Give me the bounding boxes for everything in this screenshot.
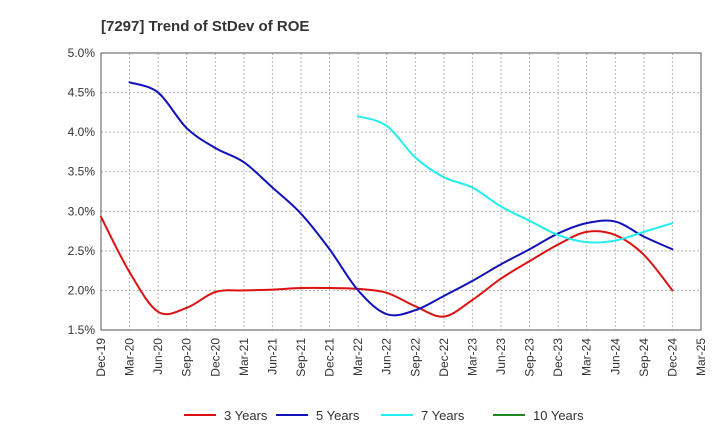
legend-item-5-years: 5 Years — [276, 408, 360, 423]
plot-border — [100, 52, 702, 331]
x-tick-label: Jun-24 — [608, 338, 622, 375]
x-tick-label: Mar-21 — [237, 338, 251, 376]
x-tick-label: Dec-20 — [208, 338, 222, 377]
chart-title: [7297] Trend of StDev of ROE — [101, 18, 309, 35]
y-tick-label: 4.0% — [68, 125, 96, 139]
legend-label: 10 Years — [533, 408, 584, 423]
legend-label: 3 Years — [224, 408, 268, 423]
x-tick-label: Jun-21 — [265, 338, 279, 375]
grid — [101, 53, 701, 330]
x-tick-label: Dec-21 — [323, 338, 337, 377]
y-tick-label: 5.0% — [68, 46, 96, 60]
series-5-years — [128, 81, 674, 317]
x-tick-label: Sep-23 — [523, 338, 537, 377]
x-tick-label: Dec-22 — [437, 338, 451, 377]
legend-item-10-years: 10 Years — [493, 408, 584, 423]
y-tick-label: 1.5% — [68, 323, 96, 337]
legend-label: 5 Years — [316, 408, 360, 423]
y-tick-label: 3.5% — [68, 165, 96, 179]
x-tick-label: Mar-23 — [465, 338, 479, 376]
x-tick-label: Jun-23 — [494, 338, 508, 375]
y-tick-label: 2.5% — [68, 244, 96, 258]
x-tick-label: Dec-24 — [665, 338, 679, 377]
series-3-years — [100, 215, 674, 318]
y-tick-label: 2.0% — [68, 283, 96, 297]
x-tick-label: Sep-21 — [294, 338, 308, 377]
x-tick-label: Mar-22 — [351, 338, 365, 376]
legend-item-3-years: 3 Years — [184, 408, 268, 423]
series-7-years — [357, 115, 674, 244]
x-tick-label: Sep-22 — [408, 338, 422, 377]
y-axis: 1.5% 2.0% 2.5% 3.0% 3.5% 4.0% 4.5% 5.0% — [68, 46, 96, 337]
series-layer — [100, 81, 674, 318]
legend: 3 Years 5 Years 7 Years 10 Years — [184, 408, 584, 423]
x-tick-label: Sep-24 — [637, 338, 651, 377]
x-tick-label: Mar-24 — [580, 338, 594, 376]
x-tick-label: Dec-19 — [94, 338, 108, 377]
x-tick-label: Dec-23 — [551, 338, 565, 377]
plot-frame — [100, 52, 702, 331]
x-tick-label: Mar-25 — [694, 338, 708, 376]
x-tick-label: Jun-20 — [151, 338, 165, 375]
x-tick-label: Sep-20 — [180, 338, 194, 377]
y-tick-label: 4.5% — [68, 86, 96, 100]
x-tick-label: Mar-20 — [123, 338, 137, 376]
x-tick-label: Jun-22 — [380, 338, 394, 375]
x-axis: Dec-19 Mar-20 Jun-20 Sep-20 Dec-20 Mar-21 Jun-… — [94, 338, 708, 377]
y-tick-label: 3.0% — [68, 204, 96, 218]
legend-label: 7 Years — [421, 408, 465, 423]
legend-item-7-years: 7 Years — [381, 408, 465, 423]
